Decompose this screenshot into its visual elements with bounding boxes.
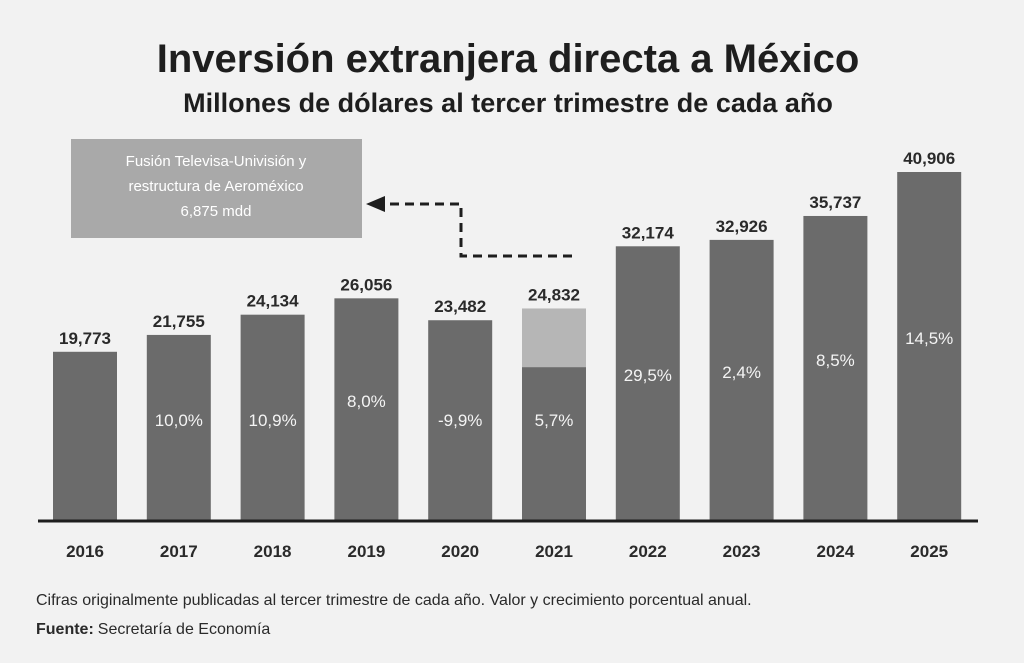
tick-label-2016: 2016 <box>66 542 104 561</box>
value-label-2017: 21,755 <box>153 312 205 331</box>
bar-2022 <box>615 246 680 520</box>
growth-label-2020: -9,9% <box>438 411 482 430</box>
value-label-2019: 26,056 <box>340 275 392 294</box>
source-label: Fuente: <box>36 621 94 638</box>
annotation-line-1: Fusión Televisa-Univisión y <box>126 153 307 170</box>
value-label-2024: 35,737 <box>809 193 861 212</box>
annotation-connector <box>385 202 572 258</box>
footer-note: Cifras originalmente publicadas al terce… <box>36 592 752 609</box>
tick-label-2019: 2019 <box>347 542 385 561</box>
tick-label-2024: 2024 <box>816 542 854 561</box>
tick-label-2025: 2025 <box>910 542 948 561</box>
footer-source: Fuente: Secretaría de Economía <box>36 621 270 638</box>
value-label-2020: 23,482 <box>434 297 486 316</box>
chart-title: Inversión extranjera directa a México <box>157 37 860 81</box>
bar-2019 <box>334 298 399 520</box>
growth-label-2024: 8,5% <box>816 351 855 370</box>
annotation-line-2: restructura de Aeroméxico <box>128 178 303 195</box>
bar-2025 <box>897 172 962 520</box>
annotation-box <box>71 139 362 238</box>
value-label-2016: 19,773 <box>59 329 111 348</box>
bar-2024 <box>803 215 868 520</box>
source-text: Secretaría de Economía <box>98 621 271 638</box>
growth-label-2019: 8,0% <box>347 392 386 411</box>
bar-2017 <box>146 334 211 520</box>
value-label-2022: 32,174 <box>622 223 675 242</box>
tick-label-2022: 2022 <box>629 542 667 561</box>
tick-label-2018: 2018 <box>254 542 292 561</box>
growth-label-2023: 2,4% <box>722 363 761 382</box>
chart-subtitle: Millones de dólares al tercer trimestre … <box>183 88 833 118</box>
bar-2016 <box>53 351 117 520</box>
bar-2020 <box>428 320 493 520</box>
value-label-2025: 40,906 <box>903 149 955 168</box>
value-label-2021: 24,832 <box>528 286 580 305</box>
tick-label-2017: 2017 <box>160 542 198 561</box>
tick-label-2023: 2023 <box>723 542 761 561</box>
value-label-2018: 24,134 <box>247 292 300 311</box>
tick-label-2020: 2020 <box>441 542 479 561</box>
growth-label-2018: 10,9% <box>248 411 296 430</box>
bar-highlight-2021 <box>522 308 586 368</box>
annotation-line-3: 6,875 mdd <box>181 203 252 220</box>
annotation: Fusión Televisa-Univisión y restructura … <box>71 139 572 258</box>
growth-label-2022: 29,5% <box>624 366 672 385</box>
arrow-left-icon <box>366 196 385 212</box>
value-label-2023: 32,926 <box>716 217 768 236</box>
bar-2018 <box>240 314 305 520</box>
growth-label-2021: 5,7% <box>535 411 574 430</box>
growth-label-2025: 14,5% <box>905 329 953 348</box>
tick-label-2021: 2021 <box>535 542 573 561</box>
bar-2023 <box>709 239 774 520</box>
growth-label-2017: 10,0% <box>155 411 203 430</box>
